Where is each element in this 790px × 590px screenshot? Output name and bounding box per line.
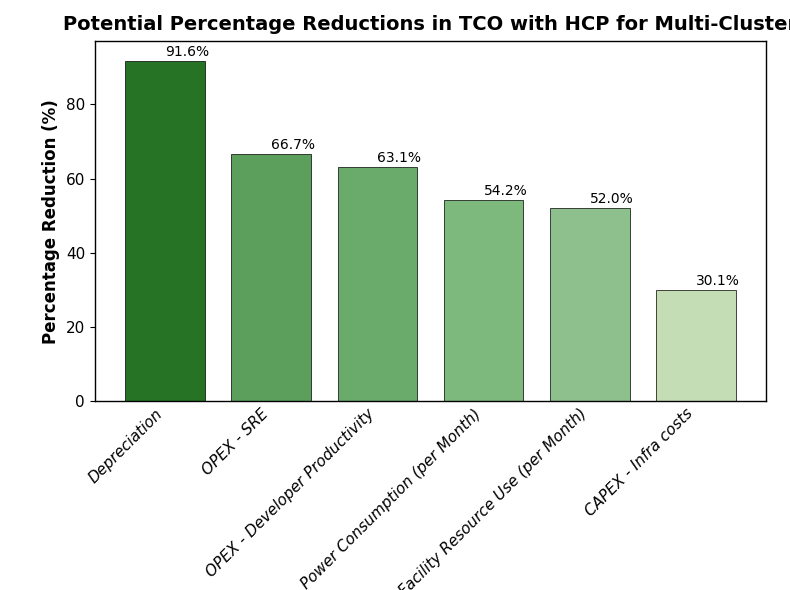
Bar bbox=[231, 154, 311, 401]
Bar bbox=[126, 61, 205, 401]
Text: 91.6%: 91.6% bbox=[165, 45, 209, 60]
Bar bbox=[550, 208, 630, 401]
Bar bbox=[337, 167, 417, 401]
Text: 30.1%: 30.1% bbox=[696, 274, 740, 288]
Title: Potential Percentage Reductions in TCO with HCP for Multi-Cluster: Potential Percentage Reductions in TCO w… bbox=[63, 15, 790, 34]
Text: 52.0%: 52.0% bbox=[590, 192, 634, 206]
Text: 66.7%: 66.7% bbox=[271, 138, 315, 152]
Bar bbox=[444, 200, 524, 401]
Bar bbox=[656, 290, 735, 401]
Text: 63.1%: 63.1% bbox=[378, 151, 422, 165]
Text: 54.2%: 54.2% bbox=[483, 184, 528, 198]
Y-axis label: Percentage Reduction (%): Percentage Reduction (%) bbox=[42, 99, 60, 343]
